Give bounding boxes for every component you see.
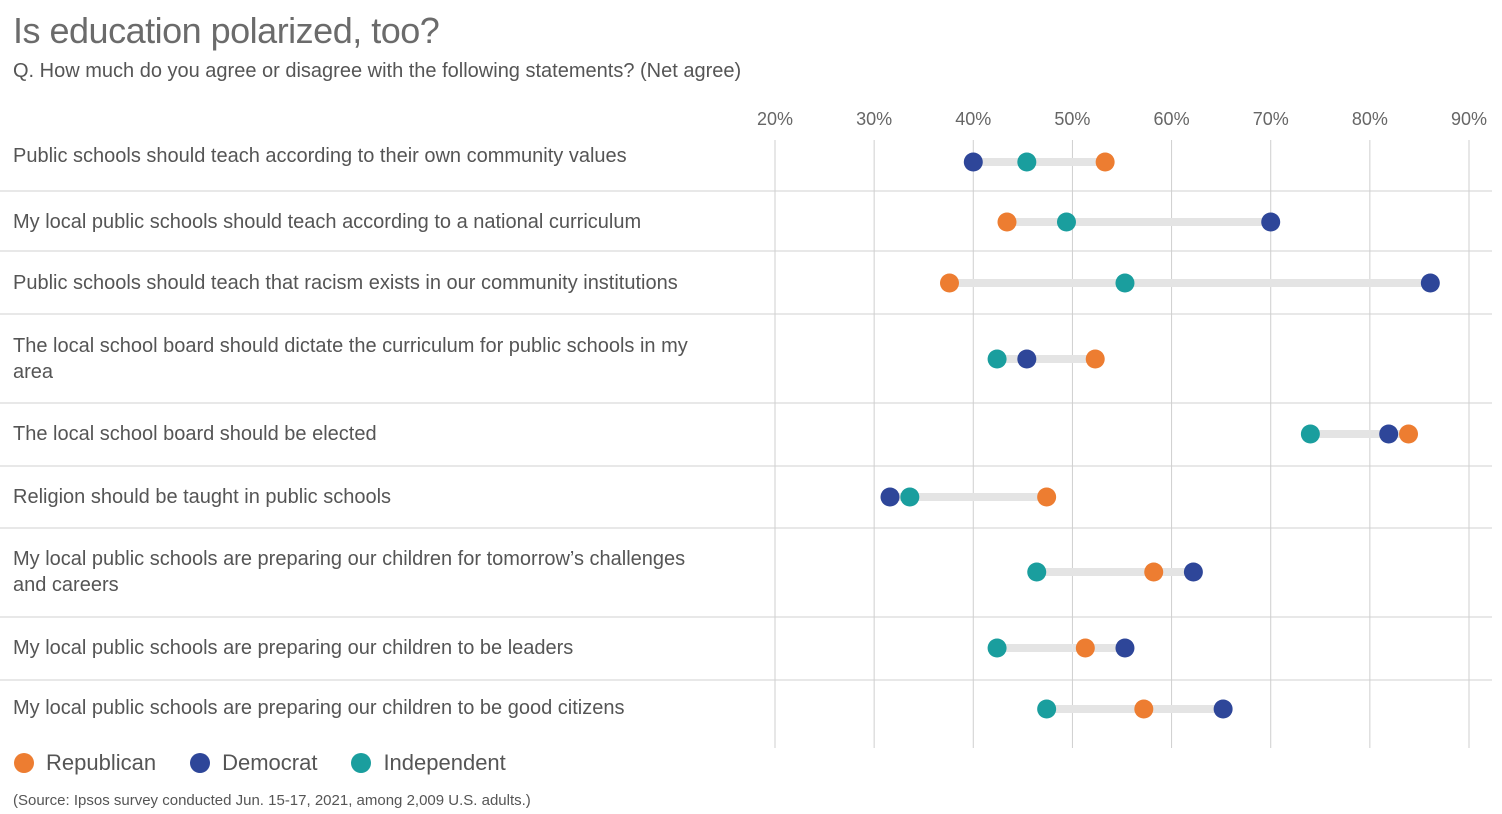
row-label: The local school board should be elected (13, 423, 377, 445)
row-label: My local public schools should teach acc… (13, 211, 642, 233)
legend: Republican Democrat Independent (14, 750, 540, 776)
dot-democrat (880, 487, 900, 507)
tick-label-50: 50% (1054, 109, 1090, 129)
dot-democrat (963, 152, 983, 172)
legend-label-independent: Independent (383, 750, 506, 775)
tick-label-80: 80% (1352, 109, 1388, 129)
tick-label-60: 60% (1154, 109, 1190, 129)
row-label: Public schools should teach according to… (13, 145, 627, 167)
legend-dot-independent (351, 753, 372, 773)
legend-label-republican: Republican (46, 750, 157, 775)
dot-independent (987, 349, 1007, 369)
row-label: My local public schools are preparing ou… (13, 697, 625, 719)
legend-label-democrat: Democrat (222, 750, 318, 775)
dot-independent (1027, 562, 1047, 582)
legend-dot-republican (14, 753, 34, 773)
legend-item-independent: Independent (351, 750, 506, 776)
dot-republican (1095, 152, 1115, 172)
row-label: The local school board should dictate th… (13, 335, 688, 383)
dot-democrat (1213, 699, 1233, 719)
source-note: (Source: Ipsos survey conducted Jun. 15-… (13, 792, 531, 809)
dot-republican (1037, 487, 1057, 507)
dot-independent (1300, 424, 1320, 444)
row-label: My local public schools are preparing ou… (13, 637, 574, 659)
dot-democrat (1420, 273, 1440, 293)
dot-independent (1115, 273, 1135, 293)
row-label: Public schools should teach that racism … (13, 272, 678, 294)
tick-label-90: 90% (1451, 109, 1487, 129)
dot-democrat (1017, 349, 1037, 369)
chart-title: Is education polarized, too? (13, 10, 440, 51)
dot-republican (997, 212, 1017, 232)
tick-label-40: 40% (955, 109, 991, 129)
dot-democrat (1183, 562, 1203, 582)
tick-label-20: 20% (757, 109, 793, 129)
dot-republican (939, 273, 959, 293)
legend-item-republican: Republican (14, 750, 156, 776)
dot-independent (987, 638, 1007, 658)
dot-democrat (1115, 638, 1135, 658)
row-label: Religion should be taught in public scho… (13, 486, 392, 508)
dot-independent (1017, 152, 1037, 172)
dot-republican (1085, 349, 1105, 369)
dot-democrat (1379, 424, 1399, 444)
chart-subtitle: Q. How much do you agree or disagree wit… (13, 60, 742, 82)
dot-republican (1134, 699, 1154, 719)
dot-republican (1144, 562, 1164, 582)
legend-dot-democrat (190, 753, 211, 773)
legend-item-democrat: Democrat (190, 750, 317, 776)
dot-democrat (1261, 212, 1281, 232)
dot-republican (1399, 424, 1419, 444)
row-label: My local public schools are preparing ou… (13, 548, 686, 596)
tick-label-70: 70% (1253, 109, 1289, 129)
tick-label-30: 30% (856, 109, 892, 129)
dot-independent (1056, 212, 1076, 232)
dot-republican (1075, 638, 1095, 658)
dot-independent (1037, 699, 1057, 719)
dot-independent (900, 487, 920, 507)
